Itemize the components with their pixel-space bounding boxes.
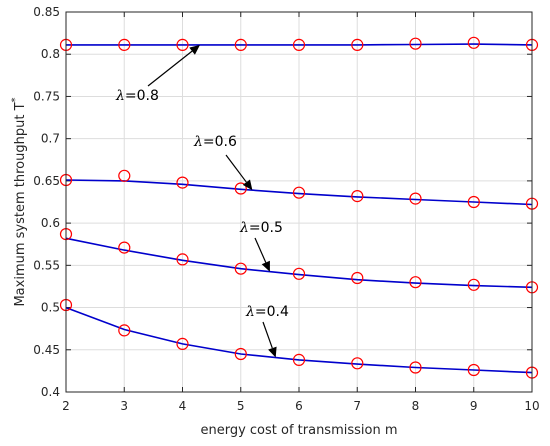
data-point-marker	[234, 38, 247, 52]
markers-layer	[59, 36, 539, 379]
y-tick-label: 0.65	[33, 174, 60, 188]
annotation-arrow-line	[147, 50, 193, 87]
annotation-label: λ=0.4	[245, 304, 289, 320]
x-axis-label: energy cost of transmission m	[200, 423, 397, 438]
annotation-arrow-head	[268, 346, 277, 358]
y-tick-label: 0.4	[41, 385, 60, 399]
y-tick-label: 0.45	[33, 343, 60, 357]
data-point-marker	[409, 276, 422, 289]
data-point-marker	[351, 38, 364, 52]
y-tick-label: 0.75	[33, 89, 60, 103]
annotation-lambda-value: =0.4	[255, 304, 289, 320]
x-tick-label: 2	[62, 399, 70, 413]
series-line	[65, 237, 533, 289]
series-line	[66, 43, 533, 46]
series-line	[65, 179, 533, 206]
annotation-label: λ=0.6	[193, 134, 237, 150]
data-point-marker	[351, 357, 364, 370]
data-point-marker	[351, 190, 364, 203]
y-axis-label-text: Maximum system throughput T	[13, 102, 28, 306]
y-axis-label-superscript: *	[10, 97, 21, 102]
x-tick-labels: 2 3 4 5 6 7 8 9 10	[62, 399, 539, 413]
annotation-arrow-head	[189, 44, 200, 55]
data-point-marker	[118, 324, 131, 337]
annotation-lambda-symbol: λ	[193, 134, 203, 150]
data-point-marker	[467, 195, 480, 209]
y-tick-label: 0.8	[41, 47, 60, 61]
annotation-label: λ=0.8	[115, 88, 159, 104]
annotation-arrow-head	[261, 260, 270, 272]
y-axis-label: Maximum system throughput T*	[10, 97, 28, 306]
data-point-marker	[234, 262, 247, 275]
data-point-marker	[351, 271, 364, 285]
x-tick-label: 3	[120, 399, 128, 413]
annotation-lambda-symbol: λ	[239, 220, 249, 236]
x-tick-label: 10	[524, 399, 539, 413]
x-tick-label: 5	[237, 399, 245, 413]
data-point-marker	[234, 182, 247, 195]
y-tick-label: 0.85	[33, 5, 60, 19]
y-tick-label: 0.5	[41, 301, 60, 315]
data-point-marker	[118, 169, 131, 182]
series-layer	[65, 43, 533, 374]
data-point-marker	[467, 363, 480, 377]
data-point-marker	[176, 253, 189, 266]
annotation-lambda-symbol: λ	[115, 88, 125, 104]
plot-frame	[65, 11, 533, 393]
data-point-marker	[118, 38, 131, 52]
annotation-lambda-symbol: λ	[245, 304, 255, 320]
x-tick-label: 4	[179, 399, 187, 413]
y-tick-label: 0.6	[41, 216, 60, 230]
y-tick-label: 0.55	[33, 258, 60, 272]
x-tick-label: 9	[470, 399, 478, 413]
annotation-label: λ=0.5	[239, 220, 283, 236]
data-point-marker	[176, 176, 189, 189]
data-point-marker	[467, 36, 480, 49]
data-point-marker	[409, 192, 422, 205]
x-tick-label: 6	[295, 399, 303, 413]
data-point-marker	[234, 347, 247, 361]
annotation-arrow-line	[225, 154, 247, 183]
y-tick-labels: 0.4 0.45 0.5 0.55 0.6 0.65 0.7 0.75 0.8 0.85	[33, 5, 60, 399]
data-point-marker	[467, 278, 480, 291]
annotations-layer: λ=0.8λ=0.6λ=0.5λ=0.4	[115, 44, 289, 358]
y-tick-label: 0.7	[41, 132, 60, 146]
data-point-marker	[176, 337, 189, 350]
data-point-marker	[409, 361, 422, 374]
annotation-arrow-line	[262, 321, 273, 349]
annotation-arrow-line	[254, 237, 267, 263]
x-tick-label: 8	[412, 399, 420, 413]
x-tick-label: 7	[353, 399, 361, 413]
data-point-marker	[292, 353, 306, 366]
data-point-marker	[118, 241, 131, 254]
data-point-marker	[292, 267, 306, 280]
annotation-lambda-value: =0.8	[125, 88, 159, 104]
annotation-lambda-value: =0.5	[249, 220, 283, 236]
data-point-marker	[176, 38, 189, 52]
series-line	[65, 306, 533, 374]
annotation-lambda-value: =0.6	[203, 134, 237, 150]
data-point-marker	[292, 38, 306, 52]
annotation-arrow-head	[242, 179, 253, 191]
data-point-marker	[292, 186, 306, 199]
data-point-marker	[409, 37, 422, 50]
